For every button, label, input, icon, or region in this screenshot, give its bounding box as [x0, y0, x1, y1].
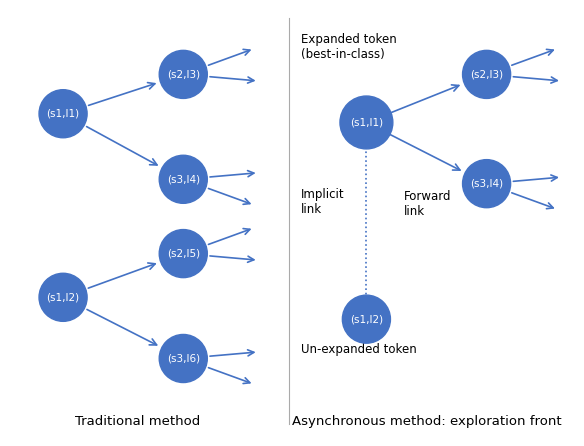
Text: (s3,l4): (s3,l4) [470, 179, 503, 189]
Text: (s3,l6): (s3,l6) [166, 354, 200, 363]
Ellipse shape [342, 295, 391, 343]
Ellipse shape [159, 334, 207, 383]
Text: (s1,l2): (s1,l2) [350, 314, 383, 324]
Text: (s1,l1): (s1,l1) [350, 117, 383, 128]
Text: Expanded token
(best-in-class): Expanded token (best-in-class) [301, 33, 397, 61]
Text: Traditional method: Traditional method [75, 415, 200, 429]
Ellipse shape [39, 273, 87, 321]
Ellipse shape [159, 155, 207, 203]
Text: (s2,l5): (s2,l5) [166, 248, 200, 259]
Text: Implicit
link: Implicit link [301, 188, 344, 216]
Text: Forward
link: Forward link [404, 190, 451, 218]
Text: (s1,l2): (s1,l2) [47, 292, 79, 302]
Ellipse shape [340, 96, 393, 149]
Text: (s3,l4): (s3,l4) [166, 174, 200, 184]
Ellipse shape [39, 90, 87, 138]
Ellipse shape [463, 160, 510, 208]
Ellipse shape [159, 50, 207, 99]
Text: (s2,l3): (s2,l3) [166, 70, 200, 79]
Text: (s2,l3): (s2,l3) [470, 70, 503, 79]
Ellipse shape [463, 50, 510, 99]
Text: (s1,l1): (s1,l1) [47, 109, 79, 119]
Text: Asynchronous method: exploration front: Asynchronous method: exploration front [291, 415, 561, 429]
Ellipse shape [159, 230, 207, 277]
Text: Un-expanded token: Un-expanded token [301, 343, 416, 356]
